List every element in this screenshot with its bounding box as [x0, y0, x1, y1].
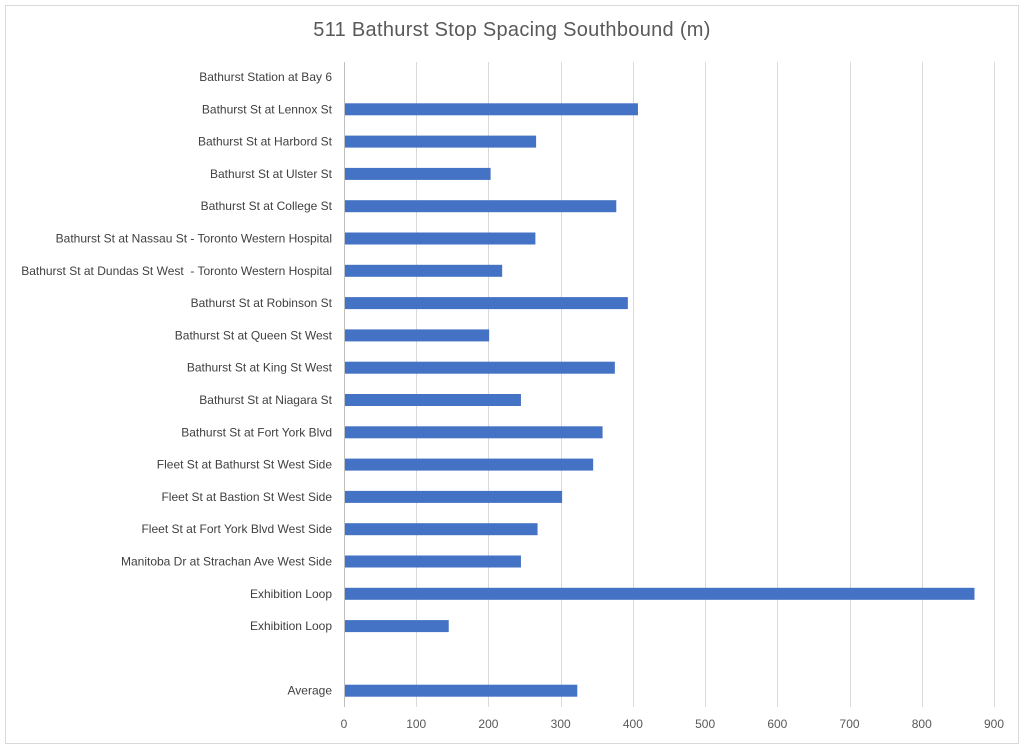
bar [345, 232, 536, 245]
bar [345, 167, 491, 180]
x-tick-label: 0 [341, 717, 348, 731]
category-labels: Bathurst Station at Bay 6 Bathurst St at … [21, 70, 332, 698]
bar [345, 297, 628, 310]
x-tick-label: 200 [478, 717, 498, 731]
category-label: Bathurst St at Fort York Blvd [181, 425, 332, 439]
bar [345, 264, 503, 277]
category-label: Manitoba Dr at Strachan Ave West Side [121, 555, 332, 569]
bar [345, 490, 563, 503]
category-label: Bathurst St at Lennox St [202, 102, 333, 116]
bars [345, 103, 975, 697]
x-tick-label: 500 [695, 717, 715, 731]
x-tick-labels: 0 100 200 300 400 500 600 700 800 900 [341, 717, 1005, 731]
x-tick-label: 800 [912, 717, 932, 731]
category-label: Bathurst St at Harbord St [198, 135, 333, 149]
category-label: Bathurst St at Nassau St - Toronto Weste… [56, 232, 332, 246]
x-tick-label: 100 [406, 717, 426, 731]
bar [345, 587, 975, 600]
x-tick-label: 400 [623, 717, 643, 731]
x-tick-label: 600 [767, 717, 787, 731]
category-label: Bathurst St at Robinson St [191, 296, 333, 310]
x-tick-label: 900 [984, 717, 1004, 731]
category-label: Bathurst St at Dundas St West - Toronto … [21, 264, 332, 278]
category-label: Exhibition Loop [250, 619, 332, 633]
category-label: Average [288, 684, 333, 698]
bar [345, 620, 449, 633]
chart-title: 511 Bathurst Stop Spacing Southbound (m) [313, 19, 711, 41]
category-label: Bathurst St at Ulster St [210, 167, 333, 181]
category-label: Fleet St at Fort York Blvd West Side [141, 522, 332, 536]
category-label: Bathurst Station at Bay 6 [199, 70, 332, 84]
category-label: Fleet St at Bastion St West Side [161, 490, 332, 504]
bar [345, 135, 537, 148]
category-label: Bathurst St at King St West [187, 361, 333, 375]
category-label: Exhibition Loop [250, 587, 332, 601]
category-label: Fleet St at Bathurst St West Side [157, 458, 333, 472]
gridlines [344, 62, 995, 707]
bar [345, 555, 521, 568]
bar [345, 329, 490, 342]
category-label: Bathurst St at Queen St West [175, 328, 333, 342]
category-label: Bathurst St at College St [201, 199, 333, 213]
bar [345, 200, 617, 213]
x-tick-label: 700 [840, 717, 860, 731]
x-tick-label: 300 [551, 717, 571, 731]
bar [345, 361, 615, 374]
bar [345, 458, 594, 471]
bar [345, 523, 538, 536]
bar [345, 426, 603, 439]
bar [345, 684, 578, 697]
category-label: Bathurst St at Niagara St [199, 393, 332, 407]
bar [345, 394, 521, 406]
bar [345, 103, 638, 116]
